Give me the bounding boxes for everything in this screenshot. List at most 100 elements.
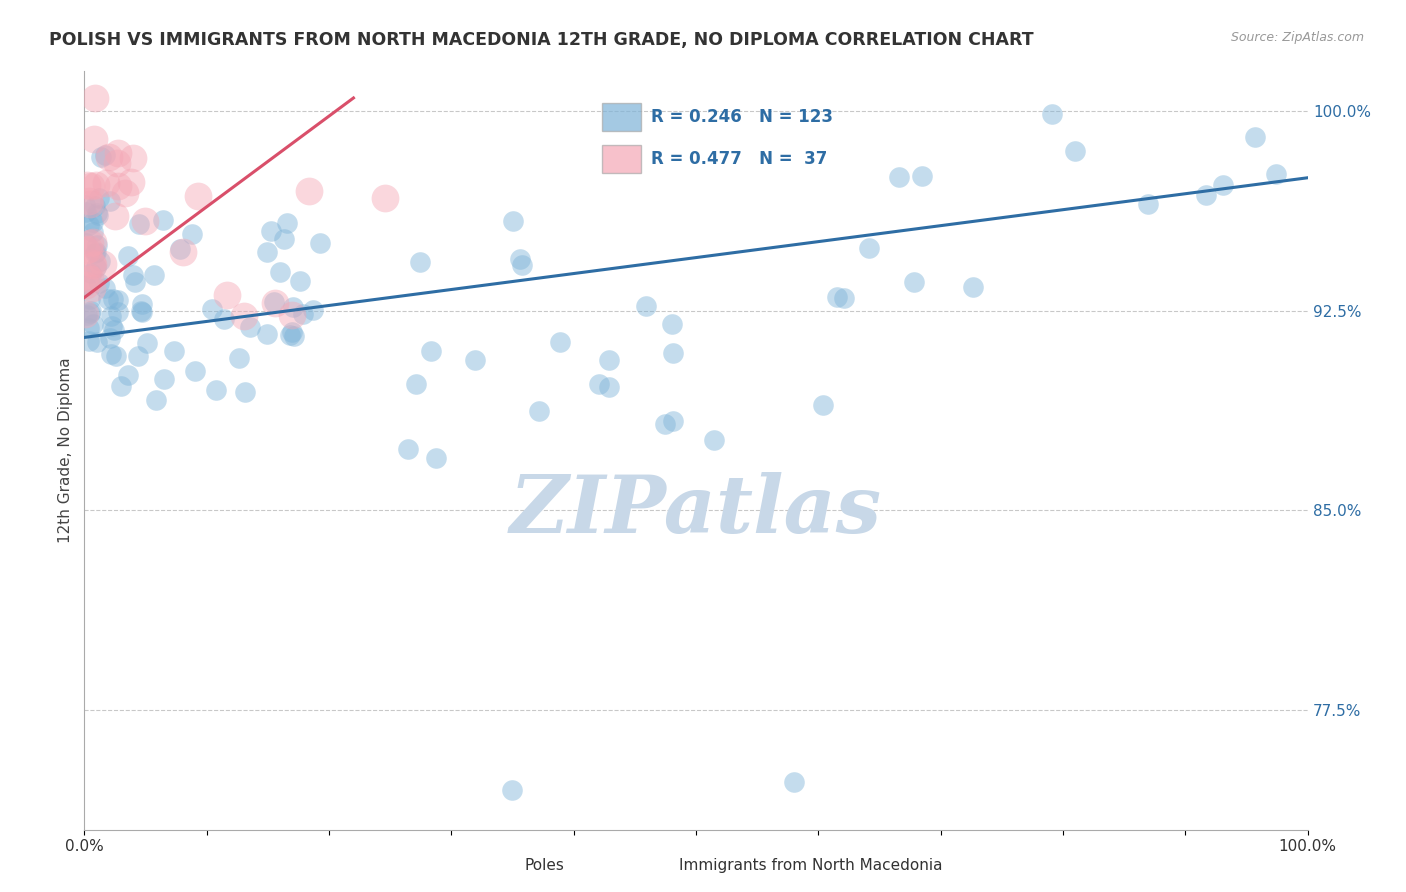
Point (374, 191, 396, 205)
Point (1040, 107, 1063, 121)
Point (80, 179, 103, 194)
Point (502, 214, 524, 228)
Point (1264, 167, 1286, 181)
Point (256, 245, 278, 260)
Point (84, 199, 107, 213)
Point (661, 345, 683, 359)
Point (75, 236, 97, 251)
Point (662, 414, 685, 428)
Point (283, 329, 305, 343)
Point (89, 254, 111, 268)
Point (783, 774, 806, 789)
Point (120, 176, 142, 190)
Point (598, 380, 620, 394)
Point (100, 347, 122, 361)
Point (420, 344, 443, 359)
Point (82, 259, 104, 273)
Point (82, 235, 104, 249)
Point (527, 404, 550, 418)
Point (79, 236, 101, 251)
Point (131, 305, 153, 319)
Point (215, 288, 238, 302)
Point (858, 241, 880, 255)
Point (233, 385, 256, 400)
Point (292, 307, 315, 321)
Point (127, 349, 149, 363)
Point (169, 242, 191, 256)
Point (84, 260, 107, 274)
Point (181, 227, 204, 241)
Point (98, 194, 121, 209)
Point (509, 252, 531, 266)
Point (889, 169, 911, 184)
Point (703, 433, 725, 447)
Point (233, 309, 256, 323)
Point (634, 300, 657, 314)
Point (143, 268, 166, 282)
Point (101, 318, 124, 333)
Point (152, 213, 174, 227)
Point (91, 257, 114, 271)
Point (405, 376, 427, 391)
Point (911, 169, 934, 184)
Point (82, 225, 104, 239)
Point (105, 156, 128, 170)
Point (301, 302, 323, 317)
Point (273, 232, 295, 246)
Point (129, 303, 152, 318)
Point (77, 194, 100, 208)
Point (110, 379, 132, 393)
Point (187, 188, 209, 202)
Point (1212, 178, 1234, 192)
Point (77, 242, 100, 256)
Point (107, 146, 129, 161)
Point (122, 268, 145, 282)
Point (124, 276, 146, 290)
Point (205, 383, 228, 397)
Point (145, 392, 167, 407)
Point (107, 179, 129, 194)
Point (84, 91, 107, 105)
Point (122, 152, 145, 166)
Point (75, 204, 97, 219)
Point (510, 258, 533, 272)
Point (598, 352, 620, 367)
Text: POLISH VS IMMIGRANTS FROM NORTH MACEDONIA 12TH GRADE, NO DIPLOMA CORRELATION CHA: POLISH VS IMMIGRANTS FROM NORTH MACEDONI… (49, 31, 1033, 49)
Point (172, 244, 194, 259)
Point (80, 256, 103, 270)
Point (86, 206, 108, 220)
Point (79, 272, 101, 286)
Point (288, 275, 311, 289)
Point (76, 268, 98, 283)
Point (82, 215, 104, 229)
Point (80, 304, 103, 318)
Point (100, 331, 122, 345)
Point (90, 151, 112, 165)
Point (309, 236, 332, 251)
Text: ZIPatlas: ZIPatlas (510, 473, 882, 549)
Point (84, 246, 107, 260)
Point (79, 267, 101, 281)
Point (75, 244, 97, 258)
Point (87, 208, 110, 222)
Point (86, 335, 108, 350)
Point (87, 277, 110, 291)
Point (276, 216, 298, 230)
Point (163, 343, 186, 358)
Point (103, 323, 125, 337)
Point (239, 320, 262, 334)
Point (79, 292, 101, 306)
Point (73, 198, 96, 212)
Point (200, 301, 222, 316)
Point (107, 304, 129, 318)
Point (502, 782, 524, 797)
Point (396, 442, 419, 456)
Point (76, 308, 98, 322)
Point (811, 398, 834, 412)
Point (136, 335, 159, 350)
Point (82, 318, 104, 332)
Point (832, 291, 855, 305)
Point (77, 320, 100, 334)
Point (107, 293, 129, 307)
Text: Poles: Poles (524, 858, 564, 872)
